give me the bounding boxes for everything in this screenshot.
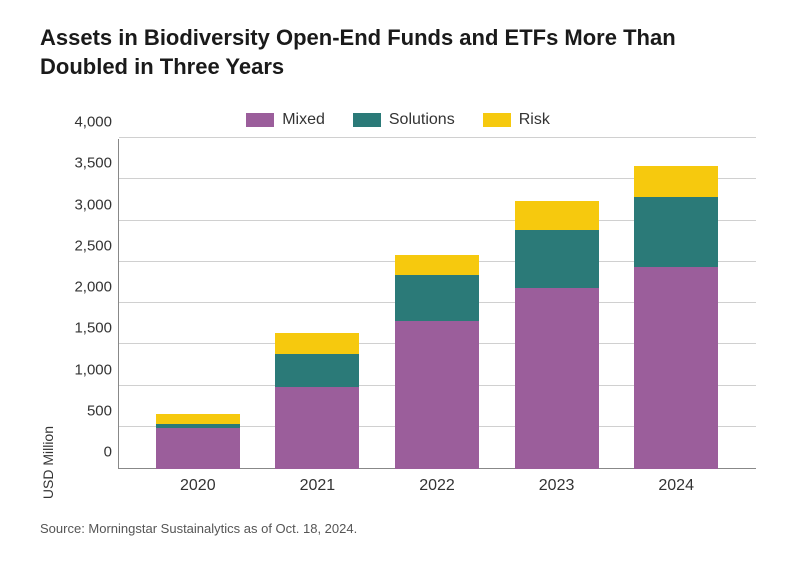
bar-segment-solutions	[275, 354, 359, 387]
bar-segment-risk	[275, 333, 359, 354]
y-axis-label: USD Million	[40, 396, 56, 499]
y-tick-label: 2,500	[62, 237, 112, 254]
legend-swatch	[353, 113, 381, 127]
x-tick-label: 2023	[539, 477, 575, 495]
chart: USD Million 2020 2021 2022 2023 2024 0 500 1,0…	[40, 139, 756, 499]
bar-segment-mixed	[395, 321, 479, 470]
bar-segment-risk	[634, 166, 718, 197]
y-tick-label: 3,000	[62, 196, 112, 213]
legend-item: Risk	[483, 111, 550, 129]
bar-segment-solutions	[515, 230, 599, 288]
bar-segment-mixed	[634, 267, 718, 469]
bar-segment-mixed	[515, 288, 599, 470]
bar-group: 2022	[395, 255, 479, 470]
legend-label: Solutions	[389, 111, 455, 129]
bar-segment-risk	[395, 255, 479, 276]
chart-title: Assets in Biodiversity Open-End Funds an…	[40, 24, 756, 81]
bar-segment-solutions	[634, 197, 718, 267]
plot-area: 2020 2021 2022 2023 2024 0 500 1,000 1,500 2,000…	[62, 139, 756, 499]
legend-label: Mixed	[282, 111, 325, 129]
y-tick-label: 500	[62, 402, 112, 419]
x-tick-label: 2020	[180, 477, 216, 495]
legend-item: Solutions	[353, 111, 455, 129]
source-text: Source: Morningstar Sustainalytics as of…	[40, 521, 756, 536]
bar	[156, 414, 240, 469]
legend: Mixed Solutions Risk	[40, 111, 756, 129]
bar-group: 2024	[634, 166, 718, 470]
bar-segment-mixed	[275, 387, 359, 470]
bar-segment-solutions	[395, 275, 479, 320]
bars: 2020 2021 2022 2023 2024	[118, 139, 756, 469]
bar-group: 2021	[275, 333, 359, 469]
legend-swatch	[246, 113, 274, 127]
bar	[634, 166, 718, 470]
bar-segment-mixed	[156, 428, 240, 469]
x-tick-label: 2024	[658, 477, 694, 495]
legend-item: Mixed	[246, 111, 325, 129]
bar-group: 2020	[156, 414, 240, 469]
y-tick-label: 4,000	[62, 114, 112, 131]
bar-group: 2023	[515, 201, 599, 469]
legend-label: Risk	[519, 111, 550, 129]
x-tick-label: 2022	[419, 477, 455, 495]
x-tick-label: 2021	[300, 477, 336, 495]
legend-swatch	[483, 113, 511, 127]
bar	[395, 255, 479, 470]
bar	[515, 201, 599, 469]
y-tick-label: 3,500	[62, 155, 112, 172]
y-tick-label: 1,000	[62, 361, 112, 378]
y-tick-label: 0	[62, 444, 112, 461]
bar	[275, 333, 359, 469]
bar-segment-risk	[515, 201, 599, 230]
y-tick-label: 2,000	[62, 279, 112, 296]
y-tick-label: 1,500	[62, 320, 112, 337]
gridline	[119, 137, 756, 138]
bar-segment-risk	[156, 414, 240, 424]
